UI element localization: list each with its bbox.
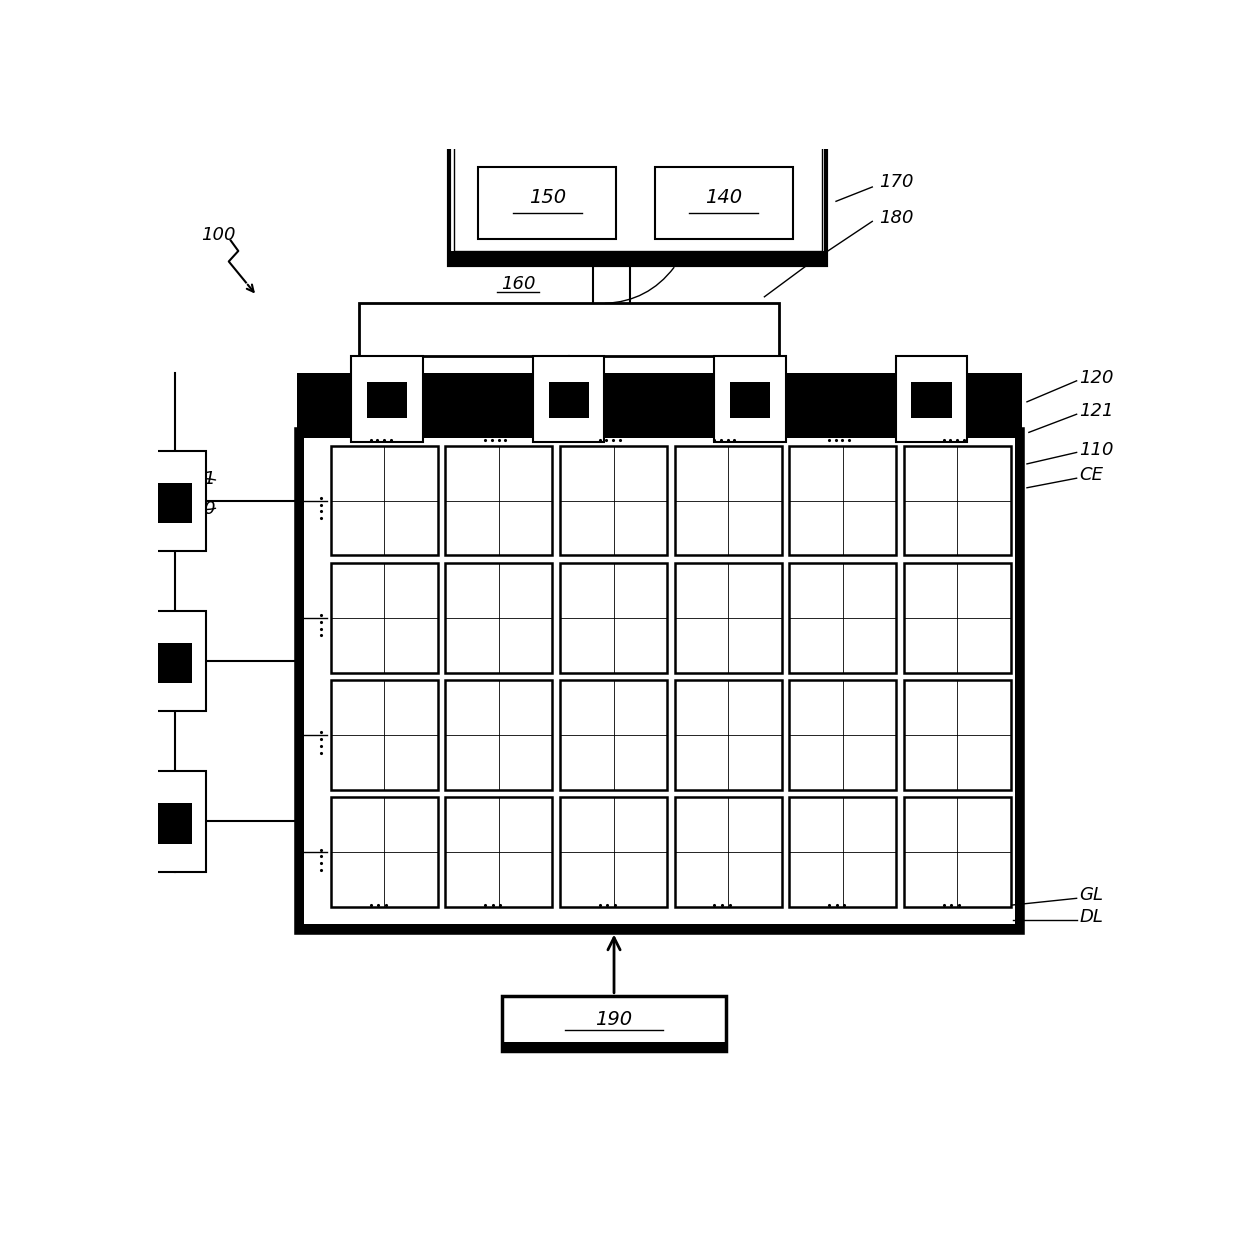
Text: 190: 190 bbox=[595, 1011, 632, 1029]
Bar bbox=[904, 563, 1011, 672]
Bar bbox=[331, 797, 438, 906]
Bar bbox=[533, 356, 604, 441]
Bar bbox=[904, 445, 1011, 556]
Bar bbox=[445, 797, 553, 906]
Bar bbox=[296, 430, 1022, 931]
Bar bbox=[358, 304, 779, 356]
Text: 100: 100 bbox=[201, 226, 236, 244]
Bar bbox=[548, 382, 589, 418]
Text: 131: 131 bbox=[181, 470, 216, 487]
Bar bbox=[560, 563, 667, 672]
Bar bbox=[911, 382, 951, 418]
Bar bbox=[144, 450, 206, 551]
Bar bbox=[675, 797, 781, 906]
Bar bbox=[789, 563, 897, 672]
Bar bbox=[655, 167, 794, 238]
Bar bbox=[730, 382, 770, 418]
Bar bbox=[351, 356, 423, 441]
Bar bbox=[502, 996, 727, 1052]
Bar bbox=[331, 681, 438, 790]
Bar bbox=[895, 356, 967, 441]
Bar bbox=[789, 797, 897, 906]
Text: 130: 130 bbox=[181, 500, 216, 517]
Text: CE: CE bbox=[1080, 466, 1104, 485]
Bar bbox=[157, 804, 191, 843]
Text: DL: DL bbox=[1080, 909, 1104, 926]
Bar bbox=[331, 563, 438, 672]
Text: 180: 180 bbox=[879, 208, 914, 227]
Text: 120: 120 bbox=[1080, 370, 1114, 387]
Text: 150: 150 bbox=[528, 188, 565, 207]
Bar bbox=[157, 644, 191, 683]
Text: 140: 140 bbox=[706, 188, 743, 207]
Bar bbox=[449, 141, 826, 265]
Bar bbox=[445, 563, 553, 672]
Text: 170: 170 bbox=[879, 174, 914, 191]
Bar bbox=[296, 373, 1022, 430]
Bar bbox=[144, 611, 206, 712]
Bar bbox=[144, 771, 206, 872]
Bar bbox=[304, 438, 1014, 924]
Bar bbox=[502, 1043, 727, 1052]
Bar bbox=[454, 146, 822, 250]
Bar bbox=[445, 445, 553, 556]
Bar bbox=[560, 445, 667, 556]
Bar bbox=[560, 681, 667, 790]
Bar bbox=[675, 445, 781, 556]
Bar bbox=[331, 445, 438, 556]
Text: 121: 121 bbox=[1080, 402, 1114, 420]
Bar bbox=[714, 356, 786, 441]
Bar bbox=[904, 681, 1011, 790]
Bar bbox=[367, 382, 407, 418]
Bar bbox=[675, 681, 781, 790]
Bar bbox=[445, 681, 553, 790]
Bar bbox=[904, 797, 1011, 906]
Text: 160: 160 bbox=[501, 275, 536, 294]
Bar bbox=[477, 167, 616, 238]
Bar bbox=[560, 797, 667, 906]
Bar bbox=[789, 445, 897, 556]
Bar bbox=[675, 563, 781, 672]
Text: 110: 110 bbox=[1080, 440, 1114, 459]
Bar bbox=[449, 250, 826, 265]
Bar bbox=[789, 681, 897, 790]
Text: GL: GL bbox=[1080, 887, 1104, 904]
Bar bbox=[157, 482, 191, 523]
Bar bbox=[296, 430, 1022, 931]
